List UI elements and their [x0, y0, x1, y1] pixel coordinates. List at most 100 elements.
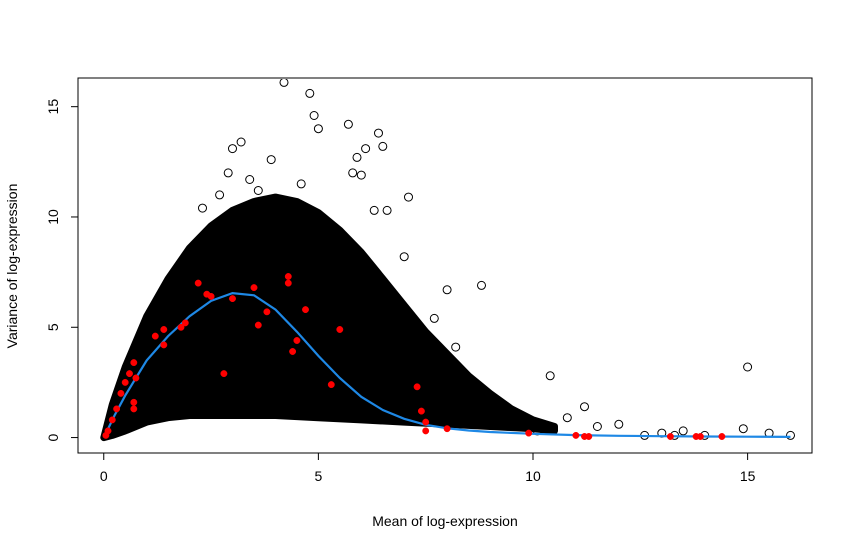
gene-point	[313, 124, 323, 134]
spike-in-point	[718, 433, 726, 440]
gene-point	[279, 79, 289, 87]
spike-in-point	[250, 284, 258, 292]
gene-point	[743, 362, 753, 372]
gene-point	[738, 424, 748, 434]
spike-in-point	[151, 332, 159, 340]
gene-points	[103, 79, 795, 440]
spike-in-point	[443, 425, 451, 433]
y-axis-title: Variance of log-expression	[4, 184, 20, 349]
gene-point	[253, 186, 263, 195]
gene-point	[507, 406, 516, 416]
spike-in-points	[102, 273, 726, 440]
gene-point	[442, 285, 452, 295]
gene-point	[305, 88, 315, 98]
x-tick-label: 15	[740, 468, 756, 484]
gene-point	[378, 141, 388, 151]
trend-line-layer	[102, 291, 791, 439]
gene-point	[215, 190, 225, 200]
spike-in-point	[130, 405, 138, 413]
x-tick-label: 10	[525, 468, 541, 484]
gene-point	[361, 144, 371, 154]
gene-point	[112, 393, 122, 403]
gene-point	[228, 144, 237, 154]
spike-in-point	[293, 337, 301, 344]
dense-gene-cloud	[100, 193, 558, 442]
gene-point	[614, 419, 624, 429]
gene-point	[399, 252, 409, 262]
gene-point	[150, 309, 160, 319]
spike-in-point	[130, 398, 138, 406]
spike-in-point	[572, 431, 580, 439]
spike-in-point	[117, 389, 125, 397]
spike-in-point	[413, 383, 421, 391]
spike-in-point	[229, 295, 236, 303]
spike-in-point	[181, 319, 189, 327]
gene-point	[180, 254, 190, 264]
gene-point	[580, 402, 589, 412]
x-axis-title: Mean of log-expression	[372, 513, 518, 529]
gene-point	[786, 430, 795, 440]
gene-point	[163, 278, 173, 288]
y-axis: 0 5 10 15	[45, 99, 79, 441]
gene-point	[296, 179, 306, 189]
spike-in-point	[126, 370, 133, 378]
gene-point	[352, 152, 362, 162]
spike-in-point	[666, 433, 674, 440]
gene-point	[592, 422, 602, 431]
gene-point	[468, 386, 478, 396]
x-axis: 0 5 10 15	[100, 452, 756, 484]
gene-point	[404, 192, 413, 202]
gene-point	[339, 316, 349, 326]
gene-point	[356, 170, 366, 180]
gene-point	[412, 336, 422, 345]
spike-in-point	[177, 323, 185, 331]
gene-point	[369, 205, 379, 215]
spike-in-point	[160, 341, 168, 349]
spike-in-point	[422, 427, 430, 435]
gene-point	[198, 203, 207, 213]
gene-point	[451, 342, 461, 352]
gene-point	[236, 137, 246, 147]
gene-point	[519, 415, 529, 425]
spike-in-point	[327, 381, 335, 389]
gene-point	[391, 362, 401, 372]
gene-point	[485, 400, 495, 409]
spike-in-point	[284, 279, 292, 287]
spike-in-point	[289, 348, 297, 355]
spike-in-point	[336, 326, 344, 333]
y-tick-label: 0	[45, 433, 61, 441]
gene-point	[223, 168, 233, 178]
gene-point	[477, 280, 486, 290]
spike-in-point	[525, 429, 533, 437]
gene-point	[343, 119, 353, 129]
spike-in-point	[696, 433, 704, 440]
spike-in-point	[132, 374, 140, 382]
spike-in-point	[302, 306, 309, 314]
gene-point	[429, 313, 439, 323]
spike-in-point	[422, 418, 430, 426]
x-tick-label: 0	[100, 468, 108, 484]
spike-in-point	[417, 407, 425, 415]
gene-point	[678, 426, 688, 436]
spike-in-point	[284, 273, 292, 280]
spike-in-point	[207, 292, 215, 300]
trend-line	[102, 291, 791, 439]
gene-point	[266, 155, 276, 165]
spike-in-point	[254, 321, 262, 329]
gene-point	[245, 175, 255, 184]
y-tick-label: 15	[45, 99, 61, 115]
gene-point	[348, 168, 358, 178]
gene-point	[374, 128, 383, 138]
spike-in-point	[121, 378, 129, 386]
gene-point	[464, 408, 474, 418]
gene-point	[382, 205, 392, 215]
gene-point	[361, 344, 371, 354]
gene-point	[309, 111, 319, 120]
spike-in-point	[108, 416, 116, 424]
spike-in-point	[113, 405, 121, 413]
spike-in-point	[130, 359, 138, 367]
y-tick-label: 5	[45, 323, 61, 331]
spike-in-point	[160, 326, 168, 333]
gene-point	[137, 336, 147, 345]
